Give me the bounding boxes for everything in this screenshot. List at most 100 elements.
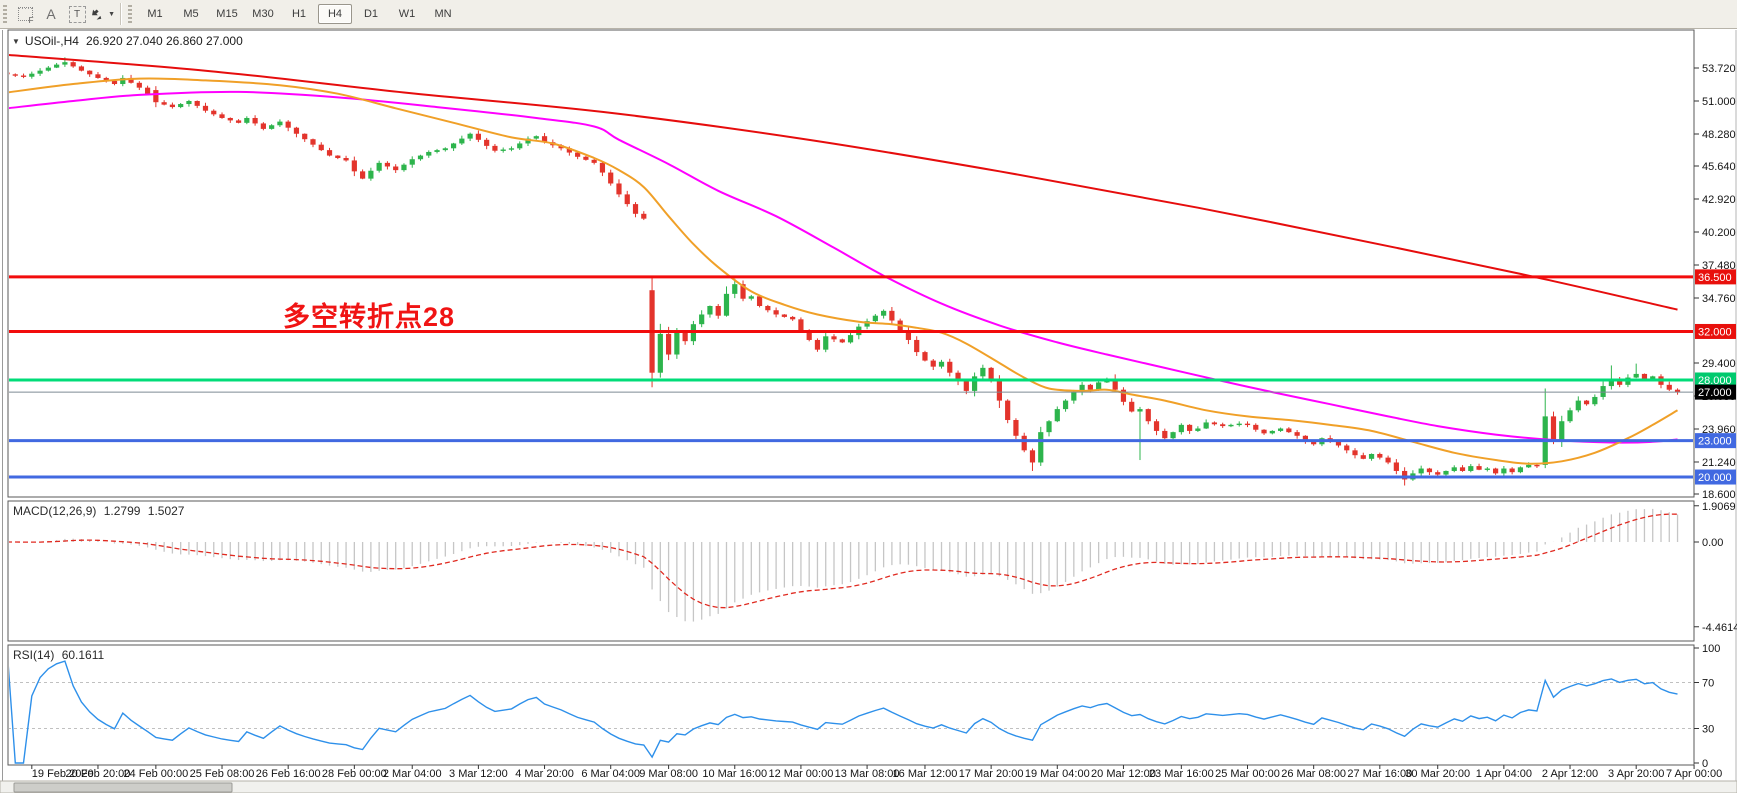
candle-body <box>293 127 300 134</box>
candle-body <box>798 319 804 331</box>
candle-body <box>1402 470 1408 480</box>
text-label-icon[interactable]: A <box>39 3 63 25</box>
candle-body <box>227 117 233 121</box>
candle-body <box>988 367 994 379</box>
candle-body <box>641 213 647 219</box>
y-tick-label: 21.240 <box>1702 457 1736 469</box>
cursor-arrows-icon[interactable]: ▼ <box>91 3 115 25</box>
candle-body <box>260 123 266 129</box>
candle-body <box>1608 379 1614 387</box>
macd-panel-surface[interactable] <box>8 501 1694 641</box>
timeframe-button-w1[interactable]: W1 <box>398 8 416 20</box>
candle-body <box>914 339 920 353</box>
candle-body <box>963 381 969 391</box>
toolbar-drag-handle[interactable] <box>3 5 7 23</box>
timeframe-button-h4[interactable]: H4 <box>318 4 352 24</box>
candle-body <box>1120 389 1127 402</box>
candle-body <box>765 305 771 311</box>
candle-body <box>500 149 506 151</box>
x-tick-label: 24 Feb 00:00 <box>123 768 188 780</box>
timeframe-button-m5[interactable]: M5 <box>183 8 199 20</box>
candle-body <box>467 133 473 139</box>
candle-body <box>285 121 291 128</box>
candle-body <box>839 339 845 343</box>
candle-body <box>566 148 572 153</box>
candle-body <box>1153 421 1160 431</box>
candle-body <box>781 314 787 317</box>
x-tick-label: 27 Mar 16:00 <box>1347 768 1412 780</box>
symbol-dropdown-icon[interactable]: ▼ <box>12 36 20 46</box>
horizontal-scrollbar-track[interactable] <box>0 780 1737 793</box>
candle-body <box>1211 422 1218 425</box>
candle-body <box>773 310 779 315</box>
candle-body <box>831 336 837 340</box>
candle-body <box>360 171 366 179</box>
candle-body <box>393 166 399 171</box>
candle-body <box>1187 424 1193 431</box>
candle-body <box>905 330 912 340</box>
candle-body <box>169 104 175 108</box>
text-box-icon[interactable]: T <box>65 3 89 25</box>
candle-body <box>1062 400 1069 410</box>
candle-body <box>1385 457 1391 463</box>
timeframe-button-h1[interactable]: H1 <box>291 8 307 20</box>
timeframe-toolbar-drag-handle[interactable] <box>128 5 132 23</box>
candle-body <box>1476 466 1482 470</box>
rsi-value: 60.1611 <box>61 648 105 662</box>
y-tick-label: 29.400 <box>1702 358 1736 370</box>
price-badge-36.500 <box>1695 269 1736 285</box>
timeframe-button-m30[interactable]: M30 <box>252 8 274 20</box>
candle-body <box>1137 409 1143 412</box>
candle-body <box>1112 378 1118 390</box>
candle-body <box>1005 400 1011 421</box>
macd-tick-label: 0.00 <box>1702 537 1723 549</box>
price-chart-surface[interactable] <box>8 30 1694 497</box>
chart-text-annotation[interactable]: 多空转折点28 <box>283 302 456 332</box>
candle-body <box>1459 467 1466 471</box>
current-price-badge <box>1695 384 1736 400</box>
ohlc-values: 26.920 27.040 26.860 27.000 <box>85 34 243 48</box>
timeframe-button-mn[interactable]: MN <box>434 8 452 20</box>
rsi-tick-label: 70 <box>1702 678 1714 690</box>
candle-body <box>1493 468 1499 474</box>
candle-body <box>1509 468 1515 473</box>
price-badge-20.000 <box>1695 469 1736 485</box>
y-tick-label: 18.600 <box>1702 489 1736 501</box>
candle-body <box>1261 429 1267 434</box>
timeframe-button-m1[interactable]: M1 <box>147 8 163 20</box>
candle-body <box>657 333 663 373</box>
macd-main-value: 1.2799 <box>103 504 141 518</box>
x-tick-label: 20 Feb 20:00 <box>66 768 131 780</box>
candle-body <box>153 90 159 103</box>
x-tick-label: 9 Mar 08:00 <box>639 768 698 780</box>
candle-body <box>1013 420 1019 436</box>
candle-body <box>723 293 730 316</box>
candle-body <box>599 162 606 173</box>
candle-body <box>922 352 928 361</box>
text-box-glyph: T <box>68 5 86 23</box>
candle-body <box>475 133 481 140</box>
y-tick-label: 45.640 <box>1702 161 1736 173</box>
price-panel-frame <box>7 29 1695 498</box>
x-tick-label: 25 Feb 08:00 <box>190 768 255 780</box>
timeframe-button-m15[interactable]: M15 <box>216 8 238 20</box>
candle-body <box>938 361 945 367</box>
candle-body <box>632 204 639 214</box>
rsi-panel-surface[interactable] <box>8 645 1694 765</box>
candle-body <box>384 162 391 167</box>
candle-body <box>9 72 10 75</box>
candle-body <box>1426 468 1433 473</box>
candle-body <box>707 305 713 315</box>
timeframe-button-d1[interactable]: D1 <box>363 8 379 20</box>
candle-body <box>955 372 961 382</box>
candle-body <box>326 150 333 156</box>
candle-body <box>1575 400 1581 411</box>
candle-body <box>161 102 167 105</box>
cursor-arrows-glyph <box>92 9 102 20</box>
period-separators-icon[interactable]: F <box>13 3 37 25</box>
candle-body <box>1071 392 1077 401</box>
candle-body <box>947 361 953 373</box>
candle-body <box>37 70 43 74</box>
candle-body <box>1393 462 1399 471</box>
horizontal-scrollbar-thumb[interactable] <box>13 782 233 793</box>
